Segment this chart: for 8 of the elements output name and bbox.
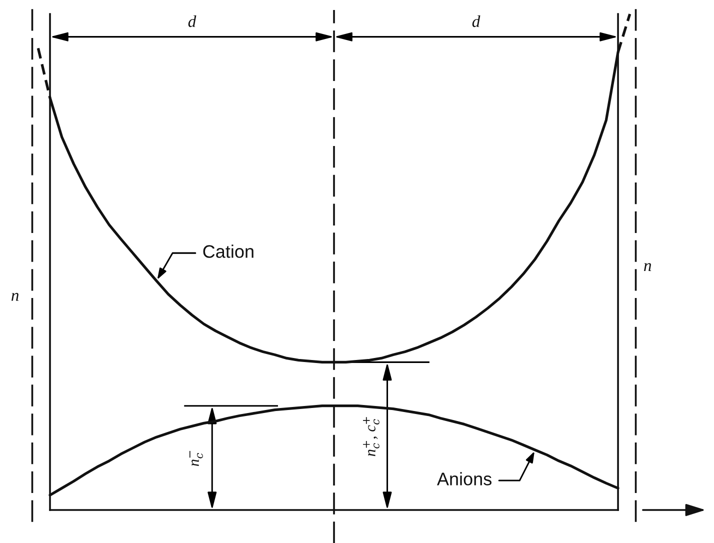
text: n [644,263,652,271]
annotation: d [188,15,196,28]
text: Cation [203,244,254,258]
text: n [12,292,19,301]
annotation: n$^{−}$$_{c}$ [189,450,203,466]
text: Anions [436,472,492,486]
annotation: d [472,15,480,28]
annotation: n$^{+}$$_{c}$, c$^{+}$$_{c}$ [363,417,380,456]
